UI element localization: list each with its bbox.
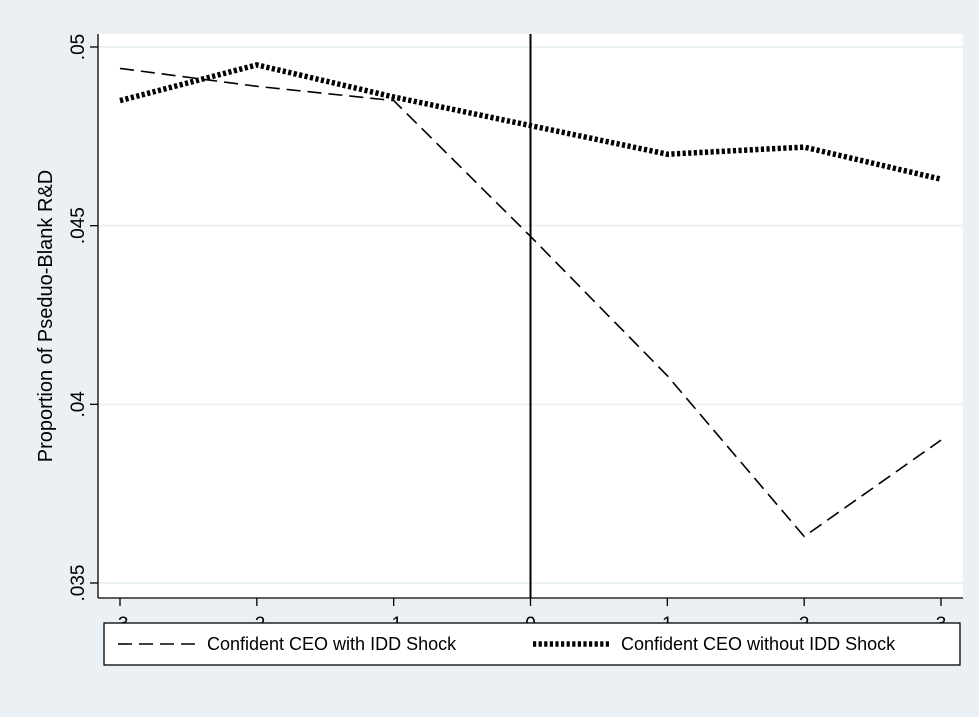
- y-axis-label: Proportion of Pseduo-Blank R&D: [35, 170, 57, 462]
- legend-box: [103, 622, 961, 666]
- legend: Confident CEO with IDD Shock Confident CE…: [103, 622, 961, 666]
- series-line-2: [119, 62, 942, 182]
- y-tick-label: .04: [68, 391, 89, 418]
- legend-label-1: Confident CEO with IDD Shock: [207, 634, 457, 654]
- y-tick-label: .035: [68, 565, 89, 602]
- legend-label-2: Confident CEO without IDD Shock: [621, 634, 896, 654]
- y-tick-label: .045: [68, 207, 89, 244]
- series-group: [119, 62, 942, 538]
- series-line-1: [119, 67, 942, 538]
- y-tick-label: .05: [68, 34, 89, 60]
